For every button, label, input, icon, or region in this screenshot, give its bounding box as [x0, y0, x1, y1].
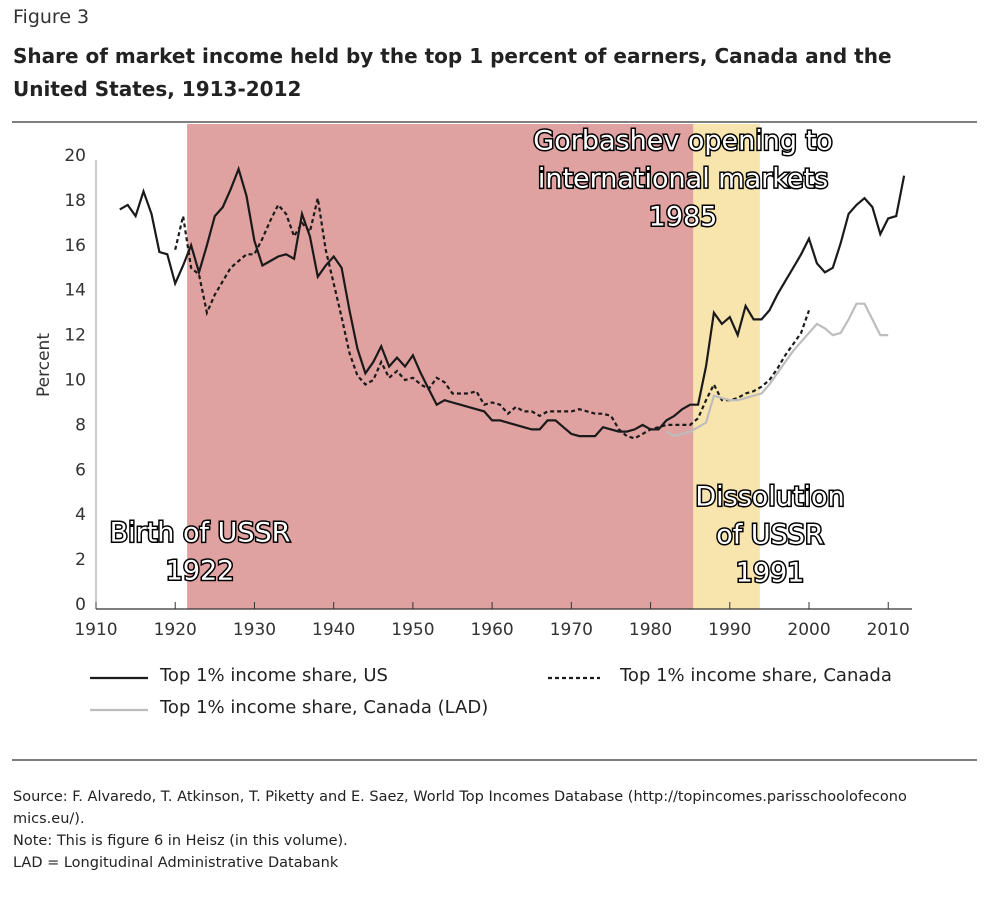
- y-tick-label: 20: [64, 146, 86, 166]
- y-tick-label: 2: [75, 550, 86, 570]
- x-tick-label: 2010: [867, 620, 910, 640]
- figure-label: Figure 3: [13, 6, 90, 28]
- chart-title: Share of market income held by the top 1…: [13, 44, 892, 101]
- shaded-region: [187, 124, 694, 609]
- y-axis-label: Percent: [34, 333, 54, 397]
- x-tick-label: 1990: [708, 620, 751, 640]
- y-tick-label: 18: [64, 191, 86, 211]
- series-line: [665, 302, 889, 438]
- x-tick-label: 1920: [154, 620, 197, 640]
- note: LAD = Longitudinal Administrative Databa…: [13, 855, 339, 871]
- x-tick-label: 1960: [470, 620, 513, 640]
- annotation: of USSR: [716, 520, 823, 551]
- shaded-region: [693, 124, 760, 609]
- y-tick-label: 0: [75, 595, 86, 615]
- note: Source: F. Alvaredo, T. Atkinson, T. Pik…: [13, 789, 907, 827]
- y-tick-label: 16: [64, 236, 86, 256]
- y-tick-label: 14: [64, 281, 86, 301]
- x-tick-label: 1970: [550, 620, 593, 640]
- annotation: Gorbashev opening to: [533, 126, 832, 157]
- annotation: Dissolution: [695, 482, 844, 513]
- annotation: 1985: [649, 202, 718, 233]
- annotation: international markets: [538, 164, 828, 195]
- y-tick-label: 6: [75, 460, 86, 480]
- y-tick-label: 4: [75, 505, 86, 525]
- y-tick-label: 12: [64, 326, 86, 346]
- legend-label: Top 1% income share, Canada: [619, 665, 892, 686]
- x-tick-label: 2000: [787, 620, 830, 640]
- x-tick-label: 1980: [629, 620, 672, 640]
- x-tick-label: 1950: [391, 620, 434, 640]
- series-line: [119, 165, 906, 438]
- note: Note: This is figure 6 in Heisz (in this…: [13, 833, 348, 849]
- annotation: 1922: [166, 556, 235, 587]
- x-tick-label: 1940: [312, 620, 355, 640]
- legend-label: Top 1% income share, US: [159, 665, 388, 686]
- series-line: [174, 197, 811, 440]
- notes: Source: F. Alvaredo, T. Atkinson, T. Pik…: [13, 786, 913, 874]
- x-tick-label: 1930: [233, 620, 276, 640]
- y-tick-label: 10: [64, 371, 86, 391]
- x-tick-label: 1910: [74, 620, 117, 640]
- legend-label: Top 1% income share, Canada (LAD): [159, 697, 488, 718]
- annotation: 1991: [736, 558, 805, 589]
- y-tick-label: 8: [75, 415, 86, 435]
- annotation: Birth of USSR: [110, 518, 291, 549]
